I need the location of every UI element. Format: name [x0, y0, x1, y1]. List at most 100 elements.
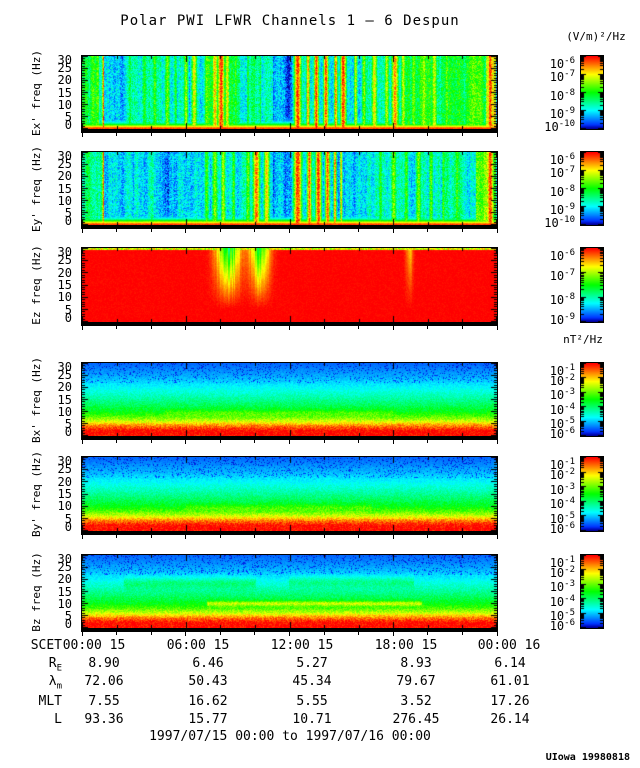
colorbar-tick-label: 10-1 [549, 555, 575, 570]
x-axis-tick [254, 326, 256, 329]
x-axis-tick [81, 535, 83, 539]
colorbar-ey [580, 151, 604, 226]
x-axis-tick [323, 535, 325, 538]
y-tick-label: 0 [64, 118, 72, 132]
x-axis-tick [116, 632, 118, 635]
x-axis-tick [254, 440, 256, 443]
x-axis-tick [496, 632, 498, 636]
y-tick-label: 20 [57, 474, 72, 489]
x-axis-tick [392, 632, 394, 636]
x-axis-tick [289, 326, 290, 330]
x-axis-tick [254, 229, 256, 232]
y-tick-label: 30 [57, 454, 72, 468]
x-axis-tick [116, 229, 118, 232]
y-tick-label: 25 [57, 368, 72, 383]
colorbar-tick-label: 10-7 [549, 165, 575, 181]
x-tick-time-label: 00:00 15 [62, 638, 126, 653]
x-axis-tick [289, 535, 290, 539]
x-axis-tick [392, 326, 394, 330]
y-tick-label: 5 [64, 511, 72, 526]
colorbar-tick-label: 10-5 [549, 416, 575, 432]
x-axis-tick [461, 535, 463, 538]
row-label-SCET: SCET [30, 638, 62, 653]
x-axis-tick [289, 440, 290, 444]
x-axis-tick [461, 632, 463, 635]
colorbar-tick-label: 10-7 [549, 267, 575, 283]
x-axis-tick [358, 535, 360, 538]
ephemeris-value: 93.36 [84, 712, 124, 727]
y-tick-label: 5 [64, 608, 72, 623]
x-axis-tick [496, 440, 498, 444]
ephemeris-value: 3.52 [400, 694, 432, 709]
x-axis-tick [358, 133, 360, 136]
y-tick-label: 10 [57, 193, 72, 208]
plot-title: Polar PWI LFWR Channels 1 — 6 Despun [120, 13, 460, 29]
x-tick-time-label: 18:00 15 [374, 638, 438, 653]
x-axis-tick [427, 440, 429, 443]
ephemeris-value: 16.62 [188, 694, 228, 709]
x-axis-tick [392, 133, 394, 137]
x-axis-tick [116, 535, 118, 538]
colorbar-tick-label: 10-8 [549, 87, 575, 103]
ephemeris-value: 6.46 [192, 656, 224, 671]
y-tick-label: 30 [57, 552, 72, 566]
y-tick-label: 10 [57, 499, 72, 514]
x-axis-tick [116, 440, 118, 443]
spectrogram-ey [81, 151, 498, 229]
colorbar-tick-label: 10-3 [549, 387, 575, 403]
colorbar-tick-label: 10-2 [549, 466, 575, 482]
x-tick-time-label: 00:00 16 [477, 638, 541, 653]
colorbar-tick-label: 10-6 [549, 248, 575, 263]
x-axis-tick [289, 229, 290, 233]
x-axis-tick [496, 133, 498, 137]
x-axis-tick [81, 632, 83, 636]
x-axis-tick [427, 133, 429, 136]
y-tick-label: 20 [57, 169, 72, 184]
x-axis-tick [427, 632, 429, 635]
y-tick-label: 30 [57, 245, 72, 259]
x-axis-tick [427, 535, 429, 538]
ephemeris-value: 17.26 [490, 694, 530, 709]
colorbar-tick-label: 10-5 [549, 511, 575, 527]
x-axis-tick [323, 133, 325, 136]
ephemeris-value: 10.71 [292, 712, 332, 727]
x-axis-tick [254, 133, 256, 136]
y-tick-label: 15 [57, 584, 72, 599]
colorbar-by [580, 456, 604, 532]
x-axis-tick [185, 326, 187, 330]
colorbar-tick-label: 10-6 [549, 618, 575, 633]
x-axis-tick [323, 326, 325, 329]
colorbar-tick-label: 10-1 [549, 457, 575, 472]
x-axis-tick [461, 133, 463, 136]
colorbar-ex [580, 55, 604, 130]
spectrogram-by [81, 456, 498, 535]
row-label-λm: λm [48, 674, 62, 692]
x-axis-tick [461, 229, 463, 232]
colorbar-tick-label: 10-6 [549, 426, 575, 441]
x-axis-tick [358, 632, 360, 635]
y-tick-label: 15 [57, 85, 72, 100]
y-tick-label: 25 [57, 253, 72, 268]
colorbar-tick-label: 10-2 [549, 564, 575, 580]
time-range-label: 1997/07/15 00:00 to 1997/07/16 00:00 [149, 729, 431, 744]
row-label-L: L [54, 712, 62, 727]
x-axis-tick [219, 440, 221, 443]
x-axis-tick [358, 326, 360, 329]
colorbar-tick-label: 10-8 [549, 292, 575, 308]
y-tick-label: 10 [57, 596, 72, 611]
colorbar-tick-label: 10-4 [549, 593, 575, 609]
ephemeris-value: 15.77 [188, 712, 228, 727]
ephemeris-value: 7.55 [88, 694, 120, 709]
y-tick-label: 30 [57, 149, 72, 163]
x-axis-tick [150, 133, 152, 136]
y-tick-label: 25 [57, 560, 72, 575]
x-axis-tick [427, 326, 429, 329]
colorbar-bx [580, 362, 604, 437]
spectrogram-ex [81, 55, 498, 133]
y-tick-label: 30 [57, 360, 72, 374]
y-tick-label: 15 [57, 181, 72, 196]
x-axis-tick [219, 326, 221, 329]
ephemeris-value: 5.27 [296, 656, 328, 671]
x-axis-tick [427, 229, 429, 232]
colorbar-tick-label: 10-9 [549, 105, 575, 121]
